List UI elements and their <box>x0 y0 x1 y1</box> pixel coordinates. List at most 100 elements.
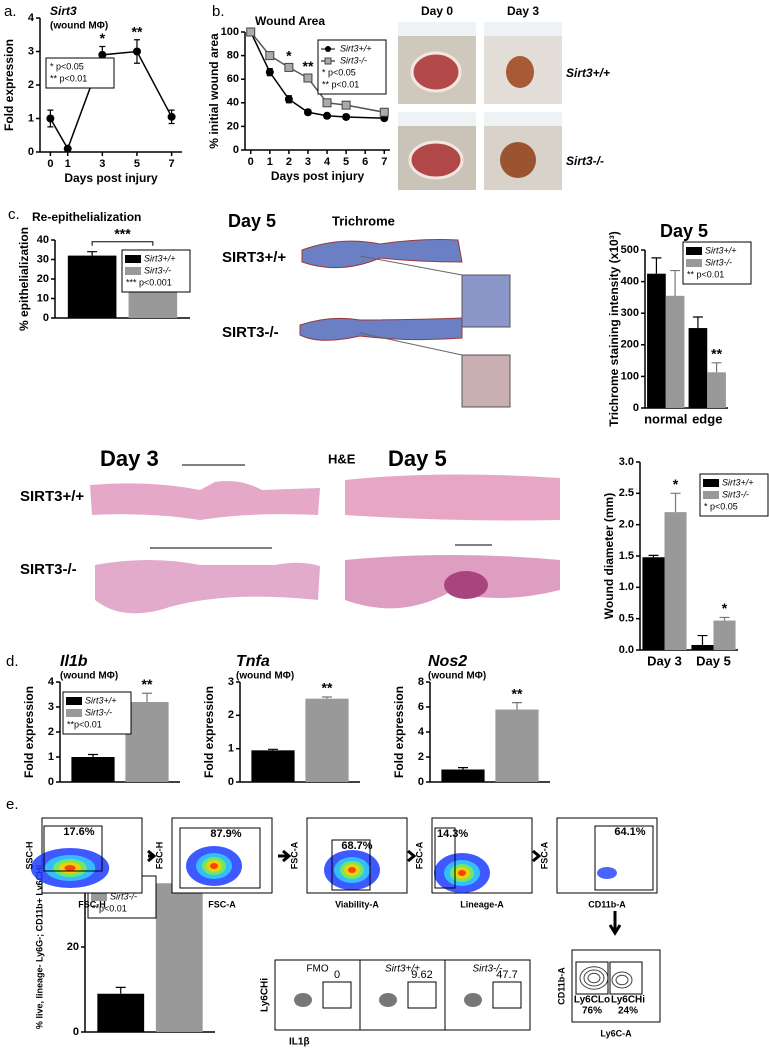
infiltrate <box>444 571 488 599</box>
genotype-label: SIRT3+/+ <box>20 488 84 505</box>
y-tick-label: 2 <box>418 751 424 763</box>
error-bar <box>648 554 659 558</box>
x-tick-label: 2 <box>286 156 292 168</box>
photo-row-label: Sirt3-/- <box>566 154 604 168</box>
photo-column-label: Day 0 <box>421 4 453 18</box>
data-point <box>284 95 293 104</box>
flow-y-label: FSC-A <box>414 841 424 869</box>
y-tick-label: 2.0 <box>619 519 634 531</box>
genotype-label: SIRT3+/+ <box>222 249 286 266</box>
data-point <box>246 27 256 37</box>
legend-note: * p<0.05 <box>704 501 738 511</box>
contour <box>583 969 605 987</box>
y-tick-label: 500 <box>621 244 639 256</box>
chart: Tnfa(wound MΦ) 0 1 2 3 Fold expression ** <box>202 653 360 788</box>
flow-gate <box>609 961 643 995</box>
flow-x-label: FSC-A <box>208 899 236 909</box>
ic-gate <box>492 981 522 1009</box>
legend-note: **p<0.01 <box>67 719 102 729</box>
error-bar <box>692 316 703 329</box>
gate-percent: 14.3% <box>437 828 468 840</box>
data-point <box>379 107 389 117</box>
legend-label: Sirt3-/- <box>722 489 749 499</box>
significance: ** <box>142 676 153 692</box>
y-tick-label: 0 <box>48 776 54 788</box>
ruler <box>484 112 562 126</box>
arrow <box>278 849 292 863</box>
y-tick-label: 0 <box>633 402 639 414</box>
flow-y-label: CD11b-A <box>556 967 566 1005</box>
data-point <box>342 112 351 121</box>
legend-note: * p<0.05 <box>322 67 356 77</box>
legend-swatch <box>686 259 702 267</box>
chart-subtitle: (wound MΦ) <box>50 21 108 32</box>
bar <box>664 512 687 650</box>
photo-row-label: Sirt3+/+ <box>566 66 610 80</box>
x-tick-label: 0 <box>248 156 254 168</box>
tissue <box>299 317 463 341</box>
bar <box>125 702 169 782</box>
y-tick-label: 1 <box>28 112 34 124</box>
arrow <box>608 911 622 936</box>
photo-column-label: Day 3 <box>507 4 539 18</box>
y-tick-label: 100 <box>221 26 239 38</box>
data-point <box>46 114 55 123</box>
y-axis-label: Trichrome staining intensity (x10³) <box>607 231 621 426</box>
error-bar <box>268 748 278 751</box>
bar <box>155 883 203 1032</box>
y-tick-label: 3.0 <box>619 456 634 468</box>
gate-label: 24% <box>618 1006 638 1017</box>
y-tick-label: 0 <box>73 1026 79 1038</box>
ruler <box>398 22 476 36</box>
data-point <box>265 68 274 77</box>
data-point <box>132 47 141 56</box>
chart-title: Il1b <box>60 653 88 670</box>
bar <box>691 644 714 650</box>
x-tick-label: 5 <box>343 156 349 168</box>
tissue <box>301 239 463 269</box>
data-point <box>284 62 294 72</box>
arrow <box>532 849 542 863</box>
tissue <box>345 474 560 521</box>
panel-label: b. <box>212 3 225 20</box>
data-point <box>303 108 312 117</box>
y-tick-label: 40 <box>37 234 49 246</box>
legend-box <box>45 57 115 89</box>
legend-label: Sirt3+/+ <box>340 43 372 53</box>
bar <box>495 709 539 782</box>
y-tick-label: 1.5 <box>619 550 634 562</box>
bar <box>665 295 685 408</box>
chart-subtitle: (wound MΦ) <box>428 671 486 682</box>
flow-gate <box>331 839 371 891</box>
y-tick-label: 0.5 <box>619 613 634 625</box>
chart-title: Tnfa <box>236 653 270 670</box>
flow-density <box>64 865 76 871</box>
flow-y-label: FSC-A <box>539 841 549 869</box>
chart-title: Sirt3 <box>50 4 77 18</box>
stain-label: H&E <box>328 451 356 466</box>
panel-label: a. <box>4 3 17 20</box>
y-tick-label: 40 <box>227 97 239 109</box>
y-tick-label: 3 <box>28 45 34 57</box>
ic-label: Sirt3+/+ <box>385 964 420 975</box>
panel-label: c. <box>8 206 20 223</box>
tissue <box>95 560 320 614</box>
bar <box>642 557 665 650</box>
x-tick-label: normal <box>644 411 687 426</box>
panel-label: e. <box>6 796 19 813</box>
flow-x-label: FSC-H <box>78 899 106 909</box>
x-tick-label: 3 <box>305 156 311 168</box>
y-tick-label: 3 <box>228 676 234 688</box>
error-bar <box>87 251 98 256</box>
legend-label: Sirt3+/+ <box>85 695 117 705</box>
error-bar <box>115 986 126 994</box>
bar <box>251 750 295 782</box>
x-axis-label: Days post injury <box>271 169 365 183</box>
flow-gate <box>434 827 456 889</box>
bar <box>688 328 708 408</box>
contour <box>615 974 629 986</box>
bar <box>647 273 666 408</box>
gate-label: Ly6CHi <box>611 995 645 1006</box>
legend-label: Sirt3-/- <box>705 257 732 267</box>
